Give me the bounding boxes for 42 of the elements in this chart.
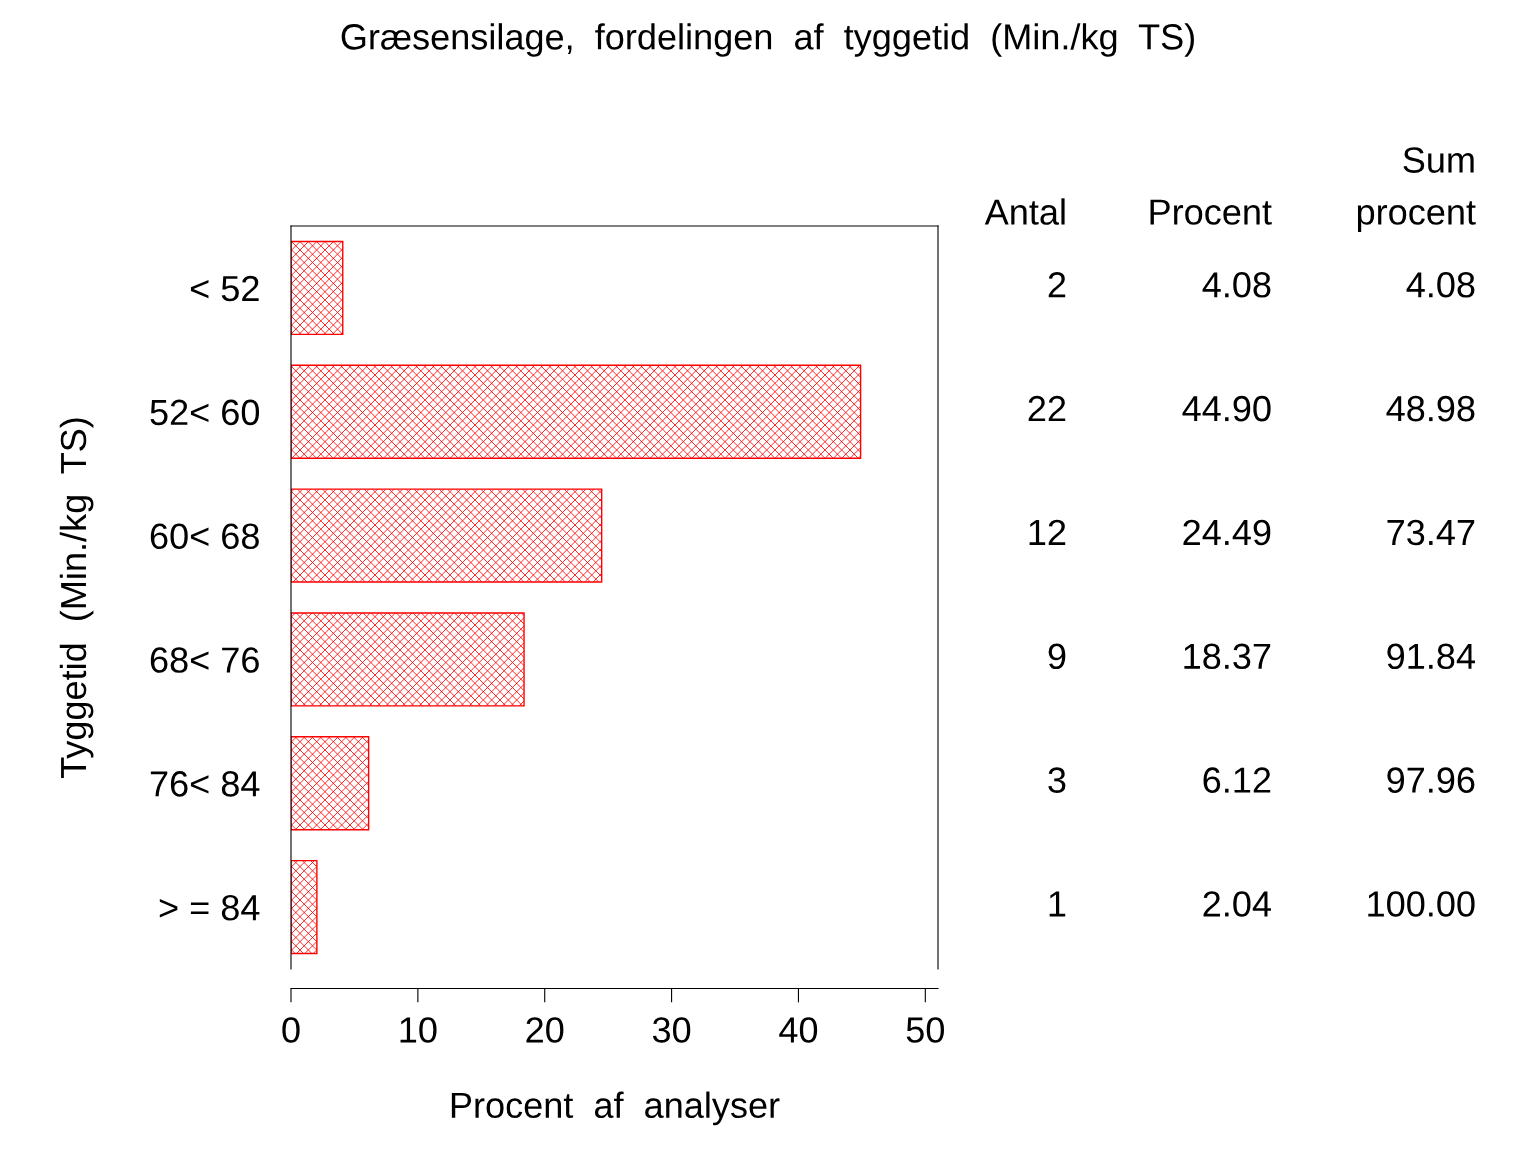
y-tick-label: 60< 68 xyxy=(150,523,259,550)
text: Sum procent xyxy=(1357,147,1476,232)
x-tick-label: 50 xyxy=(906,1017,944,1043)
y-axis-title: Tyggetid (Min./kg TS) xyxy=(59,418,94,778)
y-tick-label: 68< 76 xyxy=(150,647,259,673)
bar xyxy=(291,364,862,459)
data-label: 2.04 xyxy=(1203,891,1271,917)
x-tick-label: 40 xyxy=(779,1017,818,1043)
text: 100.00 xyxy=(1368,891,1475,917)
bar xyxy=(291,488,603,583)
x-tick-label: 20 xyxy=(526,1017,564,1043)
y-tick-label: > = 84 xyxy=(159,894,260,921)
x-tick-label: 0 xyxy=(282,1017,300,1043)
text: 73.47 xyxy=(1387,519,1475,546)
bar xyxy=(291,240,344,336)
bar xyxy=(291,859,318,955)
chart-title: Græsensilage, fordelingen af tyggetid (Min./kg TS) xyxy=(341,23,1194,57)
data-label: 4.08 xyxy=(1202,272,1271,298)
text: 22 xyxy=(1028,395,1066,422)
text: 1 xyxy=(1049,891,1066,917)
data-label: 24.49 xyxy=(1183,519,1271,546)
text: Antal xyxy=(984,198,1065,225)
bar xyxy=(291,736,370,831)
bar xyxy=(291,612,525,707)
data-label: 44.90 xyxy=(1182,395,1271,422)
data-label: 18.37 xyxy=(1184,643,1271,670)
x-tick-label: 30 xyxy=(652,1017,691,1043)
text: Procent xyxy=(1150,199,1272,225)
text: 91.84 xyxy=(1387,643,1475,670)
y-tick-label: 76< 84 xyxy=(150,771,260,797)
text: 2 xyxy=(1048,272,1066,298)
text: 4.08 xyxy=(1406,272,1475,298)
x-tick-label: 10 xyxy=(400,1017,437,1043)
text: 3 xyxy=(1048,767,1066,793)
text: 9 xyxy=(1048,643,1066,670)
text: 48.98 xyxy=(1386,395,1475,422)
y-tick-label: 52< 60 xyxy=(150,399,260,426)
y-tick-label: < 52 xyxy=(190,275,259,302)
text: 97.96 xyxy=(1387,767,1475,793)
x-axis-title: Procent af analyser xyxy=(451,1091,780,1126)
text: 12 xyxy=(1029,519,1066,545)
data-label: 6.12 xyxy=(1203,767,1271,793)
